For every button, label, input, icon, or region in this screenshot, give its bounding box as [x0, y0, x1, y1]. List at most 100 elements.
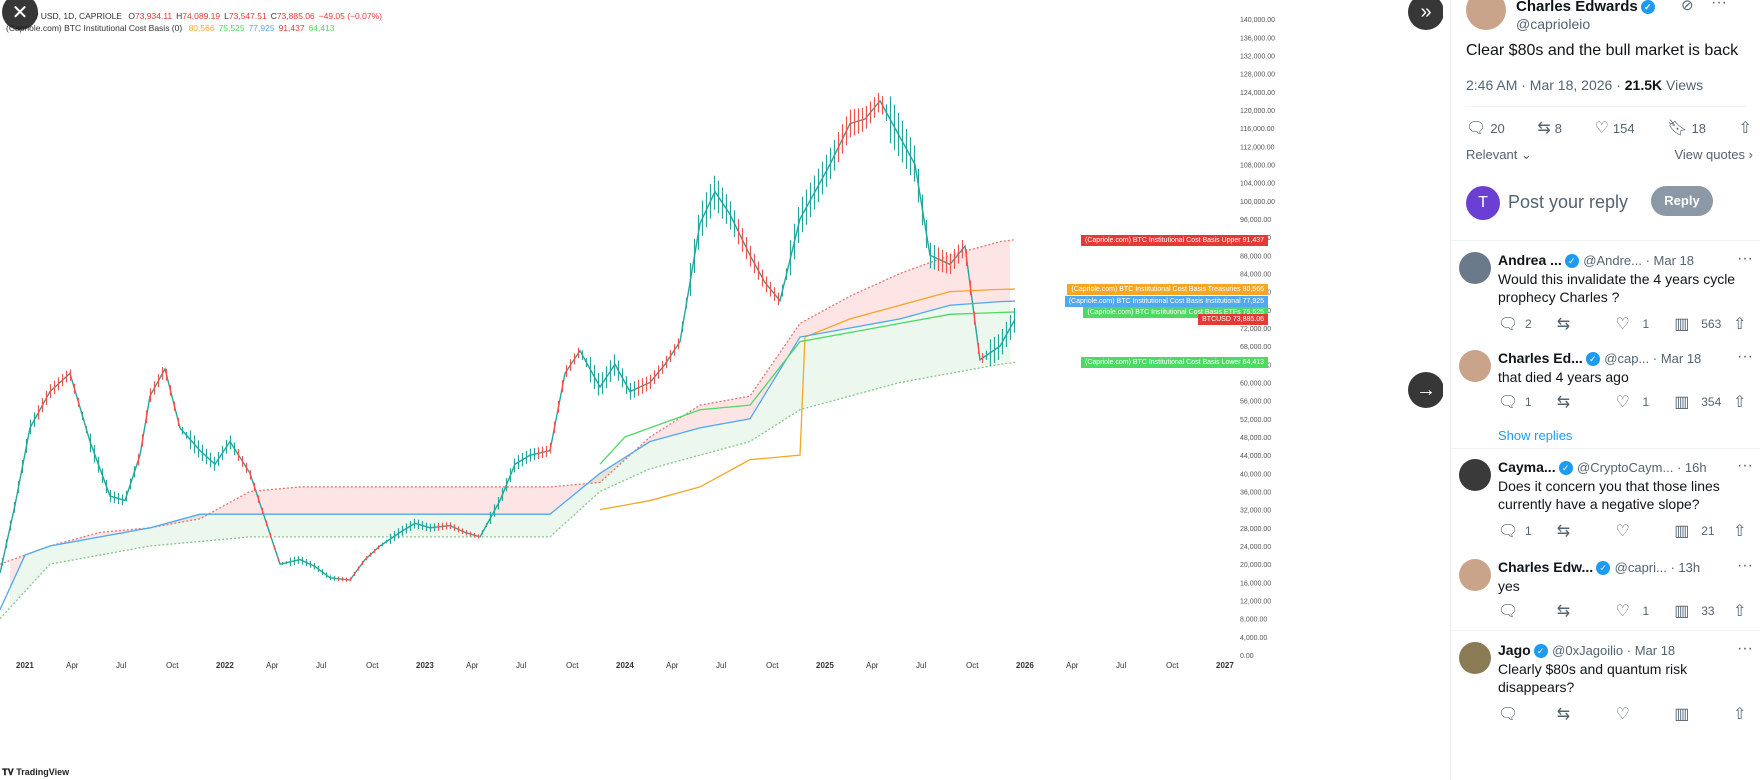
reply-actions: 🗨 ⇆ ♡ 1 ▥ 33 ⇧	[1498, 601, 1753, 621]
reply-avatar[interactable]	[1459, 642, 1491, 674]
author-handle[interactable]: @caprioleio	[1516, 16, 1591, 32]
x-tick-label: Oct	[166, 661, 179, 670]
reply-author-handle[interactable]: @CryptoCaym...	[1577, 460, 1677, 475]
next-image-button[interactable]: →	[1408, 372, 1443, 408]
reply-comment-action[interactable]: 🗨 1	[1498, 523, 1532, 540]
reply-like-action[interactable]: ♡ 1	[1615, 394, 1650, 411]
reply-like-action[interactable]: ♡ 1	[1615, 603, 1650, 620]
chart-pane[interactable]: 0.00 4,000.00 8,000.00 12,000.00 16,000.00 20…	[0, 0, 1443, 780]
reply-share-action[interactable]: ⇧	[1733, 521, 1753, 541]
ohlc-value: O73,934.11	[128, 11, 173, 21]
y-tick-label: 136,000.00	[1240, 35, 1275, 42]
reply-comment-action[interactable]: 🗨 1	[1498, 394, 1532, 411]
reply-comment-action[interactable]: 🗨	[1498, 704, 1548, 724]
upper-band	[10, 240, 1010, 588]
more-icon[interactable]: ···	[1737, 250, 1753, 267]
reply-share-action[interactable]: ⇧	[1733, 704, 1753, 724]
btc-chart[interactable]: 0.00 4,000.00 8,000.00 12,000.00 16,000.00 20…	[0, 0, 1443, 780]
reply-repost-action[interactable]: ⇆	[1557, 521, 1607, 541]
reply-author-name[interactable]: Cayma...	[1498, 459, 1556, 475]
y-tick-label: 0.00	[1240, 653, 1254, 660]
series-treasuries	[599, 288, 1016, 511]
author-name-row[interactable]: Charles Edwards ✓	[1516, 0, 1655, 15]
reply-views-action[interactable]: ▥ 563	[1674, 316, 1722, 333]
sort-dropdown[interactable]: Relevant ⌄	[1466, 147, 1532, 162]
x-tick-label: 2021	[16, 661, 34, 670]
reply-comment-action[interactable]: 🗨 2	[1498, 316, 1532, 333]
reply-author-name[interactable]: Charles Ed...	[1498, 350, 1583, 366]
y-tick-label: 72,000.00	[1240, 326, 1271, 333]
reply-author-handle[interactable]: @capri...	[1614, 560, 1671, 575]
more-icon[interactable]: ···	[1737, 640, 1753, 657]
reply-avatar[interactable]	[1459, 252, 1491, 284]
reply-author-name[interactable]: Charles Edw...	[1498, 559, 1594, 575]
reply-icon: 🗨	[1498, 316, 1519, 333]
reply-views-action[interactable]: ▥ 33	[1674, 603, 1715, 620]
indicator-value: 80,566	[188, 23, 215, 33]
reply-repost-action[interactable]: ⇆	[1557, 704, 1607, 724]
reply-author-handle[interactable]: @Andre...	[1583, 253, 1646, 268]
arrow-right-icon: →	[1416, 378, 1436, 401]
x-tick-label: Jul	[516, 661, 526, 670]
author-name[interactable]: Charles Edwards	[1516, 0, 1638, 15]
x-tick-label: Oct	[766, 661, 779, 670]
tv-logo-icon: 𝐓𝐕	[2, 767, 14, 777]
reply-author-name[interactable]: Andrea ...	[1498, 252, 1562, 268]
x-tick-label: Apr	[666, 661, 679, 670]
reply-input[interactable]: Post your reply	[1508, 192, 1629, 212]
reply-repost-action[interactable]: ⇆	[1557, 601, 1607, 621]
reply-share-action[interactable]: ⇧	[1733, 601, 1753, 621]
y-tick-label: 32,000.00	[1240, 508, 1271, 515]
grok-icon[interactable]: ⊘	[1681, 0, 1694, 14]
reply-avatar[interactable]	[1459, 350, 1491, 382]
y-tick-label: 112,000.00	[1240, 144, 1275, 151]
reply-like-action[interactable]: ♡	[1616, 704, 1666, 724]
reply-date[interactable]: · Mar 18	[1645, 253, 1694, 268]
reply-action[interactable]: 🗨 20	[1466, 120, 1505, 137]
y-tick-label: 40,000.00	[1240, 471, 1271, 478]
more-icon[interactable]: ···	[1711, 0, 1727, 11]
views-icon: ▥	[1674, 706, 1690, 723]
views-icon: ▥	[1674, 316, 1690, 333]
reply-date[interactable]: · Mar 18	[1652, 351, 1702, 366]
reply-like-action[interactable]: ♡	[1616, 521, 1666, 541]
reply-date[interactable]: · 16h	[1676, 460, 1707, 475]
view-quotes-link[interactable]: View quotes ›	[1674, 147, 1753, 162]
reply-date[interactable]: · 13h	[1670, 560, 1701, 575]
reply-repost-action[interactable]: ⇆	[1557, 392, 1607, 412]
reply-date[interactable]: · Mar 18	[1626, 643, 1676, 658]
reply-share-action[interactable]: ⇧	[1733, 392, 1753, 412]
indicator-value: 75,525	[218, 23, 245, 33]
reply-share-action[interactable]: ⇧	[1733, 314, 1753, 334]
reply-avatar[interactable]	[1459, 459, 1491, 491]
close-button[interactable]: ✕	[2, 0, 38, 30]
reply-author-handle[interactable]: @0xJagoilio	[1552, 643, 1627, 658]
x-tick-label: Oct	[566, 661, 579, 670]
reply-button[interactable]: Reply	[1651, 186, 1713, 216]
more-icon[interactable]: ···	[1737, 348, 1753, 365]
bookmark-action[interactable]: 🔖︎ 18	[1667, 120, 1706, 137]
like-action[interactable]: ♡ 154	[1594, 120, 1635, 137]
more-icon[interactable]: ···	[1737, 557, 1753, 574]
y-tick-label: 88,000.00	[1240, 253, 1271, 260]
tweet-time[interactable]: 2:46 AM · Mar 18, 2026 ·	[1466, 77, 1625, 93]
show-replies-link[interactable]: Show replies	[1498, 428, 1573, 443]
reply-actions: 🗨 2 ⇆ ♡ 1 ▥ 563 ⇧	[1498, 314, 1753, 334]
reply-views-action[interactable]: ▥ 21	[1674, 523, 1715, 540]
reply-repost-action[interactable]: ⇆	[1557, 314, 1607, 334]
more-icon[interactable]: ···	[1737, 457, 1753, 474]
reply-views-action[interactable]: ▥	[1674, 704, 1724, 724]
reply-views-action[interactable]: ▥ 354	[1674, 394, 1722, 411]
reply-like-action[interactable]: ♡ 1	[1615, 316, 1650, 333]
reply-author-handle[interactable]: @cap...	[1604, 351, 1653, 366]
tradingview-logo: 𝐓𝐕 TradingView	[2, 767, 70, 777]
reply-author-name[interactable]: Jago	[1498, 642, 1531, 658]
collapse-panel-button[interactable]: »	[1408, 0, 1443, 30]
x-tick-label: Apr	[866, 661, 879, 670]
reply-avatar[interactable]	[1459, 559, 1491, 591]
y-tick-label: 140,000.00	[1240, 17, 1275, 24]
author-avatar[interactable]	[1466, 0, 1506, 30]
repost-action[interactable]: ⇆ 8	[1537, 120, 1562, 137]
share-action[interactable]: ⇧	[1739, 118, 1756, 138]
reply-comment-action[interactable]: 🗨	[1498, 601, 1548, 621]
